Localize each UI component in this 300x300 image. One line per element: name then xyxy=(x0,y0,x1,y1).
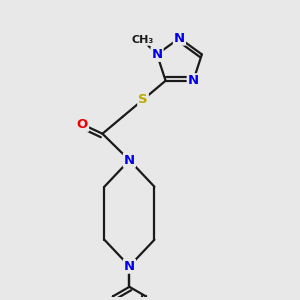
Text: CH₃: CH₃ xyxy=(131,35,154,45)
Text: N: N xyxy=(188,74,199,87)
Text: O: O xyxy=(77,118,88,131)
Text: S: S xyxy=(138,93,148,106)
Text: N: N xyxy=(174,32,185,45)
Text: N: N xyxy=(124,260,135,273)
Text: N: N xyxy=(124,154,135,167)
Text: N: N xyxy=(152,48,163,61)
